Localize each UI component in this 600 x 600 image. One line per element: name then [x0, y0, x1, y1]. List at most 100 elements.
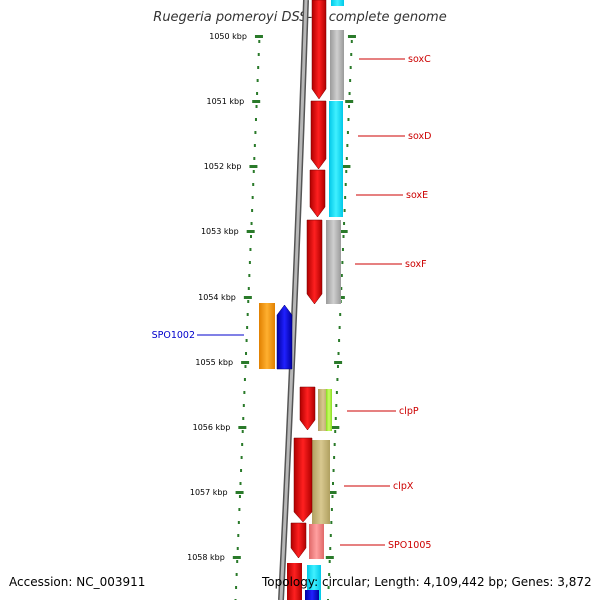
guide-dot — [246, 313, 249, 316]
gene-arrow-soxE — [309, 169, 326, 218]
guide-dot — [348, 105, 351, 108]
guide-dot — [346, 144, 349, 147]
guide-dot — [236, 560, 239, 563]
topology-text: Topology: circular; Length: 4,109,442 bp… — [262, 575, 592, 589]
guide-dot — [238, 508, 241, 511]
guide-dot — [256, 79, 259, 82]
guide-dot — [237, 534, 240, 537]
guide-dot — [241, 430, 244, 433]
guide-dot — [340, 287, 343, 290]
guide-dot — [329, 534, 332, 537]
tick-mark — [243, 296, 252, 299]
guide-dot — [342, 235, 345, 238]
guide-dot — [344, 183, 347, 186]
tick-mark-right — [347, 35, 356, 38]
guide-dot — [245, 352, 248, 355]
guide-dot — [252, 170, 255, 173]
guide-dot — [343, 209, 346, 212]
guide-dot — [255, 105, 258, 108]
guide-dot — [246, 326, 249, 329]
tick-label: 1052 kbp — [204, 162, 242, 171]
guide-dot — [350, 40, 353, 43]
guide-dot — [249, 248, 252, 251]
guide-dot — [343, 222, 346, 225]
guide-dot — [257, 53, 260, 56]
guide-dot — [253, 144, 256, 147]
backbone — [279, 0, 308, 600]
cog-category-bar — [326, 389, 332, 431]
tick-mark-right — [339, 230, 348, 233]
guide-dot — [248, 261, 251, 264]
guide-dot — [239, 482, 242, 485]
tick-label: 1058 kbp — [187, 553, 225, 562]
gene-arrow-soxF — [306, 219, 323, 305]
guide-dot — [236, 547, 239, 550]
guide-dot — [235, 573, 238, 576]
guide-dot — [344, 196, 347, 199]
cog-category-bar — [329, 101, 343, 217]
cog-category-bar — [330, 30, 344, 100]
gene-label-clpX: clpX — [393, 481, 414, 492]
guide-dot — [332, 482, 335, 485]
guide-dot — [334, 417, 337, 420]
guide-dot — [338, 339, 341, 342]
gene-arrow-SPO1005 — [290, 522, 307, 559]
tick-label: 1050 kbp — [209, 32, 247, 41]
tick-label: 1054 kbp — [198, 293, 236, 302]
guide-dot — [235, 586, 238, 589]
guide-dot — [245, 339, 248, 342]
guide-dot — [237, 521, 240, 524]
guide-dot — [240, 469, 243, 472]
guide-dot — [335, 404, 338, 407]
guide-dot — [341, 261, 344, 264]
guide-dot — [241, 443, 244, 446]
tick-mark — [252, 100, 261, 103]
tick-mark — [232, 556, 241, 559]
guide-dot — [333, 456, 336, 459]
gene-label-SPO1005: SPO1005 — [388, 540, 431, 551]
accession-text: Accession: NC_003911 — [9, 575, 146, 589]
tick-mark-right — [328, 491, 337, 494]
gene-arrow-soxC — [311, 0, 327, 100]
tick-mark — [238, 426, 247, 429]
guide-dot — [242, 404, 245, 407]
cog-category-bar — [309, 524, 324, 559]
tick-mark — [246, 230, 255, 233]
guide-dot — [337, 352, 340, 355]
tick-label: 1057 kbp — [190, 488, 228, 497]
guide-dot — [330, 521, 333, 524]
guide-dot — [244, 365, 247, 368]
tick-mark-right — [331, 426, 340, 429]
cog-category-bar — [326, 220, 341, 304]
guide-dot — [345, 157, 348, 160]
guide-dot — [336, 378, 339, 381]
guide-dot — [243, 378, 246, 381]
guide-dot — [258, 40, 261, 43]
tick-mark-right — [334, 361, 343, 364]
guide-dot — [334, 430, 337, 433]
guide-dot — [248, 274, 251, 277]
guide-dot — [338, 326, 341, 329]
guide-dot — [349, 79, 352, 82]
guide-dot — [253, 157, 256, 160]
gene-arrow-partial — [287, 563, 302, 600]
guide-dot — [350, 53, 353, 56]
guide-dot — [331, 495, 334, 498]
cog-category-bar — [331, 0, 344, 6]
gene-arrow-clpX — [293, 437, 313, 523]
tick-mark-right — [345, 100, 354, 103]
guide-dot — [250, 235, 252, 238]
tick-mark — [249, 165, 258, 168]
guide-dot — [238, 495, 241, 498]
guide-dot — [257, 66, 260, 69]
guide-dot — [251, 196, 254, 199]
gene-label-SPO1002: SPO1002 — [152, 330, 195, 341]
guide-dot — [333, 443, 336, 446]
cog-category-bar — [259, 303, 275, 369]
tick-mark-right — [342, 165, 351, 168]
tick-mark-right — [325, 556, 334, 559]
guide-dot — [247, 287, 250, 290]
guide-dot — [347, 118, 350, 121]
guide-dot — [349, 66, 352, 69]
